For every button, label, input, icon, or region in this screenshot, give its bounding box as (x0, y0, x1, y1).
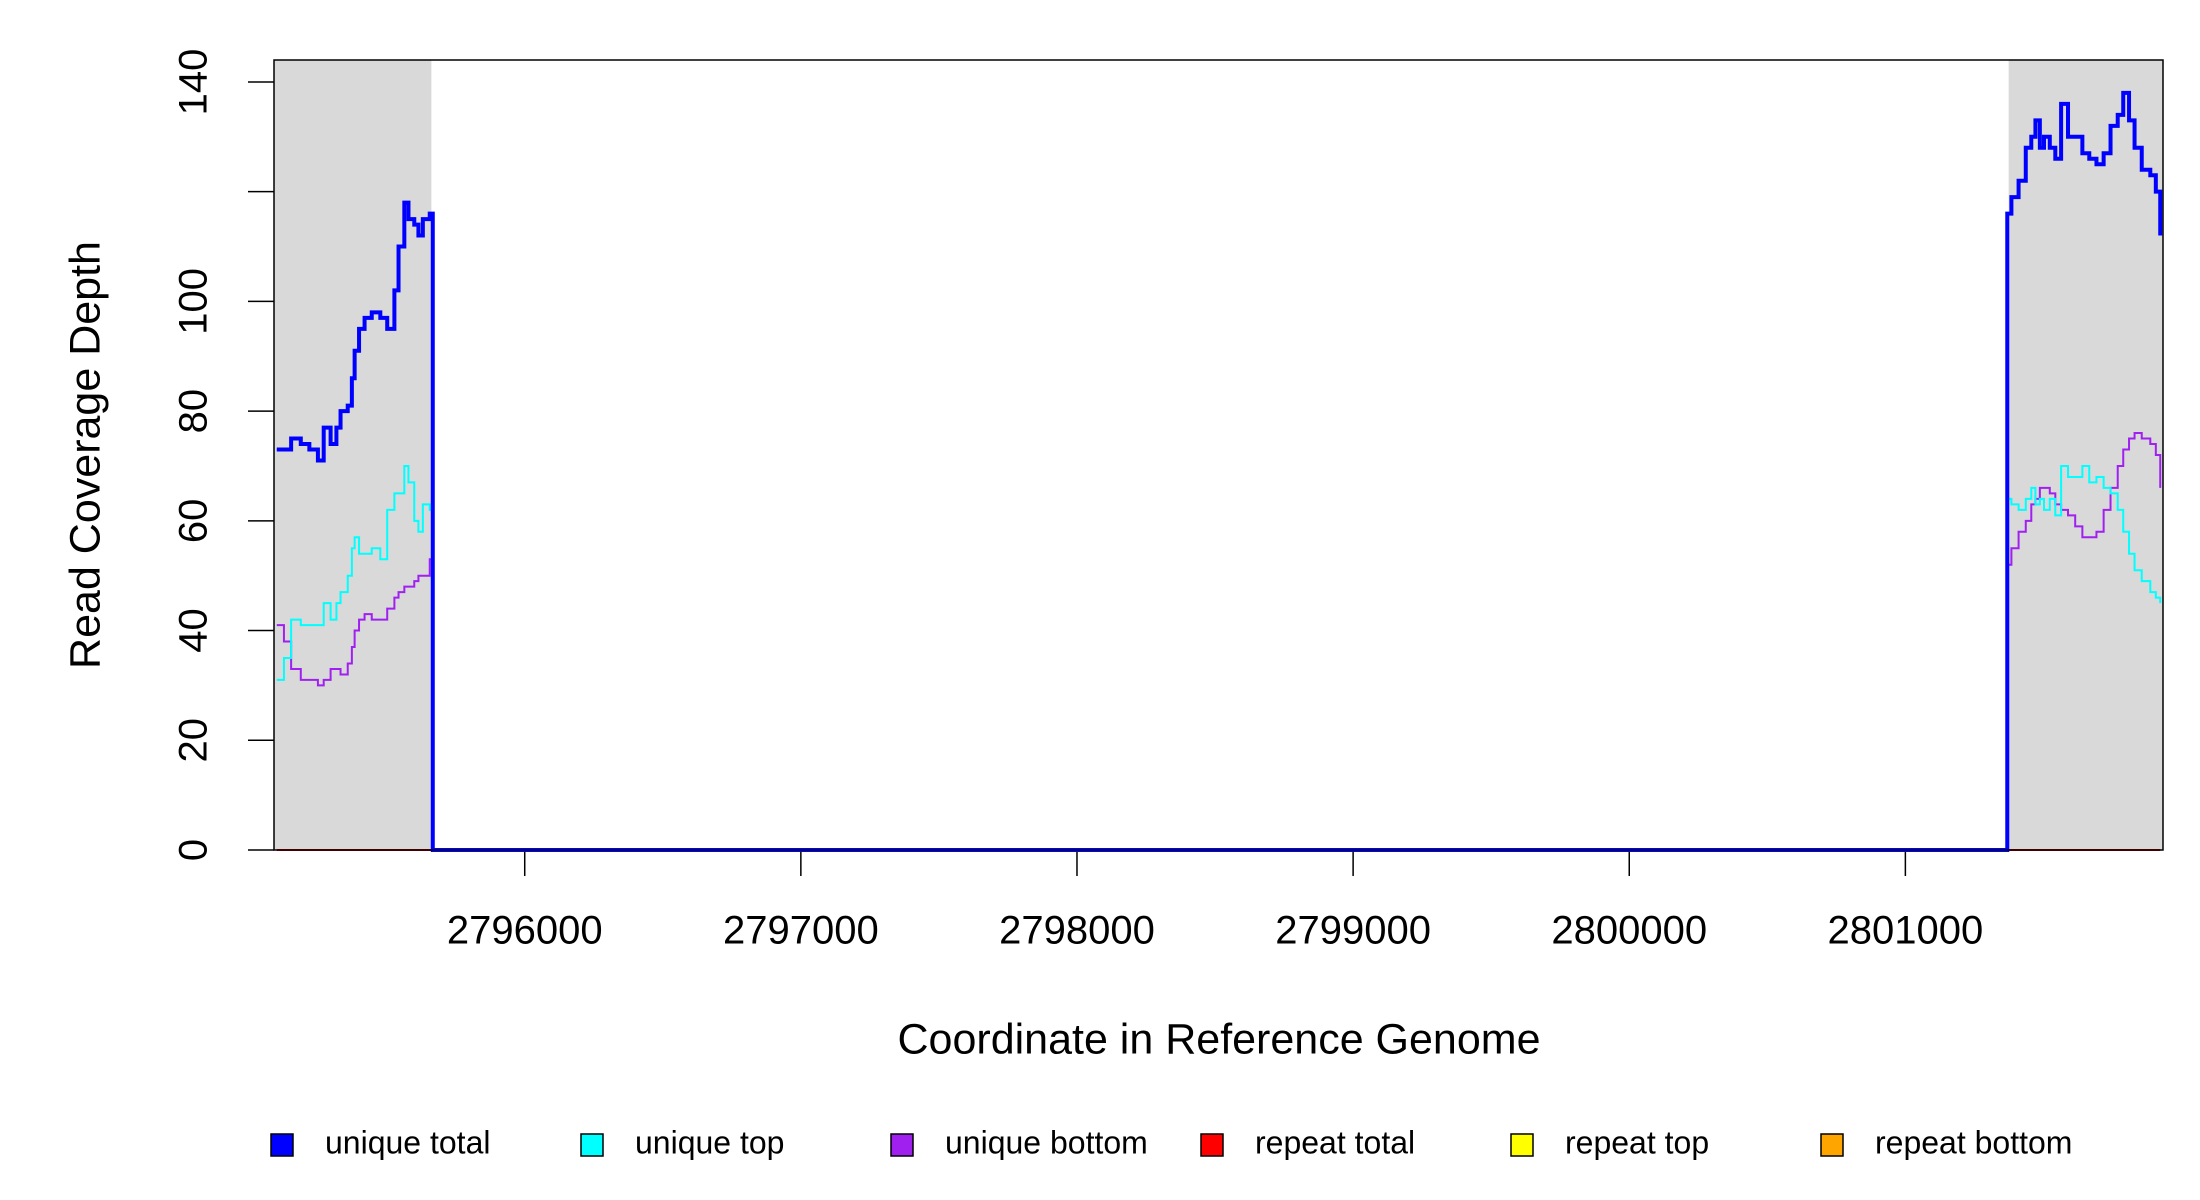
legend-label: unique total (325, 1124, 490, 1160)
x-tick-label: 2799000 (1275, 909, 1431, 953)
y-tick-label: 0 (172, 839, 216, 861)
series-line (276, 432, 2162, 851)
x-tick-label: 2797000 (723, 909, 879, 953)
legend-swatch (1510, 1133, 1534, 1157)
shaded-region (2008, 60, 2163, 850)
legend-label: unique top (635, 1124, 784, 1160)
y-tick-label: 80 (172, 389, 216, 434)
plot-frame (273, 59, 2164, 851)
y-tick-label: 100 (172, 268, 216, 335)
legend-label: repeat total (1255, 1124, 1415, 1160)
series-line (276, 90, 2163, 852)
shaded-region (274, 60, 432, 850)
legend-label: repeat bottom (1875, 1124, 2072, 1160)
y-axis-title: Read Coverage Depth (61, 241, 109, 669)
x-tick-label: 2798000 (999, 909, 1155, 953)
x-tick-label: 2800000 (1551, 909, 1707, 953)
y-tick-label: 60 (172, 499, 216, 544)
x-axis-title: Coordinate in Reference Genome (898, 1015, 1541, 1063)
y-tick-label: 40 (172, 608, 216, 653)
series-line (276, 464, 2162, 851)
legend-swatch (890, 1133, 914, 1157)
legend-label: repeat top (1565, 1124, 1709, 1160)
legend-swatch (1200, 1133, 1224, 1157)
x-tick-label: 2801000 (1828, 909, 1984, 953)
y-tick-label: 20 (172, 718, 216, 763)
x-tick-label: 2796000 (447, 909, 603, 953)
legend-swatch (1820, 1133, 1844, 1157)
legend-swatch (270, 1133, 294, 1157)
legend-swatch (580, 1133, 604, 1157)
legend-label: unique bottom (945, 1124, 1148, 1160)
y-tick-label: 140 (172, 49, 216, 116)
